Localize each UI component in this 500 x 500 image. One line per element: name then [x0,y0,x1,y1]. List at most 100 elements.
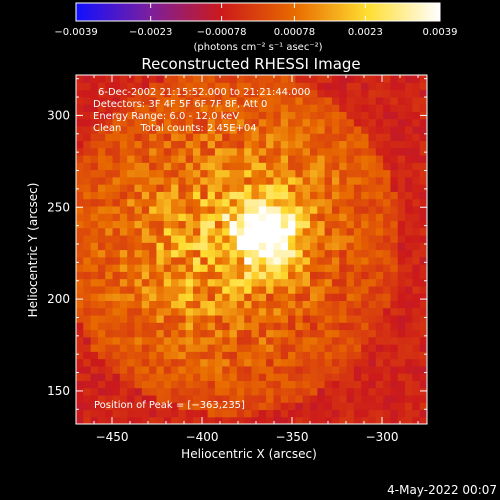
image-pixel [134,154,143,163]
image-pixel [178,344,187,352]
image-pixel [207,256,216,265]
image-pixel [383,242,392,251]
image-pixel [346,96,355,105]
image-pixel [244,380,253,389]
image-pixel [346,314,355,323]
image-pixel [178,125,187,134]
image-pixel [119,264,128,272]
image-pixel [383,125,392,134]
image-pixel [331,344,340,352]
image-pixel [193,104,201,112]
image-pixel [97,75,106,83]
image-pixel [310,409,318,418]
image-pixel [397,387,406,396]
image-pixel [375,140,384,149]
image-pixel [339,184,348,192]
image-pixel [280,184,289,192]
image-pixel [361,249,370,258]
image-pixel [119,307,128,316]
image-pixel [353,402,362,411]
image-pixel [229,104,238,112]
image-pixel [288,198,296,207]
image-pixel [302,402,311,411]
image-pixel [76,220,84,229]
image-pixel [288,365,296,374]
image-pixel [134,293,143,301]
image-pixel [317,147,326,156]
image-pixel [229,358,238,367]
image-pixel [119,162,128,171]
image-pixel [200,96,209,105]
image-pixel [361,271,370,280]
image-pixel [397,191,406,200]
image-pixel [112,118,121,127]
image-pixel [339,125,348,134]
image-pixel [163,184,172,192]
image-pixel [346,176,355,185]
image-pixel [244,271,253,280]
image-pixel [156,118,165,127]
image-pixel [317,344,326,352]
image-pixel [76,394,84,403]
image-pixel [178,220,187,229]
image-pixel [375,387,384,396]
image-pixel [127,365,136,374]
image-pixel [185,285,194,294]
image-pixel [346,147,355,156]
image-pixel [302,133,311,142]
image-pixel [76,125,84,134]
image-pixel [383,365,392,374]
image-pixel [236,191,245,200]
image-pixel [258,329,267,338]
image-pixel [273,82,282,91]
image-pixel [346,394,355,403]
image-pixel [193,336,201,345]
image-pixel [266,394,275,403]
image-pixel [258,264,267,272]
image-pixel [222,329,231,338]
image-pixel [207,322,216,331]
image-pixel [310,249,318,258]
image-pixel [375,205,384,214]
image-pixel [412,176,421,185]
image-pixel [280,220,289,229]
image-pixel [163,387,172,396]
image-pixel [280,162,289,171]
image-pixel [244,205,253,214]
image-pixel [324,409,333,418]
image-pixel [339,322,348,331]
image-pixel [171,314,179,323]
image-pixel [134,409,143,418]
image-pixel [375,249,384,258]
image-pixel [83,285,92,294]
image-pixel [185,322,194,331]
image-pixel [156,75,165,83]
image-pixel [405,213,413,222]
image-pixel [119,147,128,156]
image-pixel [273,75,282,83]
image-pixel [339,140,348,149]
image-pixel [90,380,99,389]
image-pixel [171,234,179,243]
image-pixel [236,249,245,258]
image-pixel [229,329,238,338]
image-pixel [222,256,231,265]
image-pixel [419,104,427,112]
image-pixel [200,162,209,171]
image-pixel [193,227,201,236]
image-pixel [383,256,392,265]
image-pixel [83,416,92,424]
image-pixel [310,256,318,265]
image-pixel [200,416,209,424]
image-pixel [397,220,406,229]
image-pixel [178,104,187,112]
image-pixel [368,89,377,98]
image-pixel [193,271,201,280]
image-pixel [302,380,311,389]
image-pixel [193,249,201,258]
image-pixel [258,394,267,403]
image-pixel [324,264,333,272]
image-pixel [178,89,187,98]
image-pixel [273,307,282,316]
image-pixel [83,140,92,149]
